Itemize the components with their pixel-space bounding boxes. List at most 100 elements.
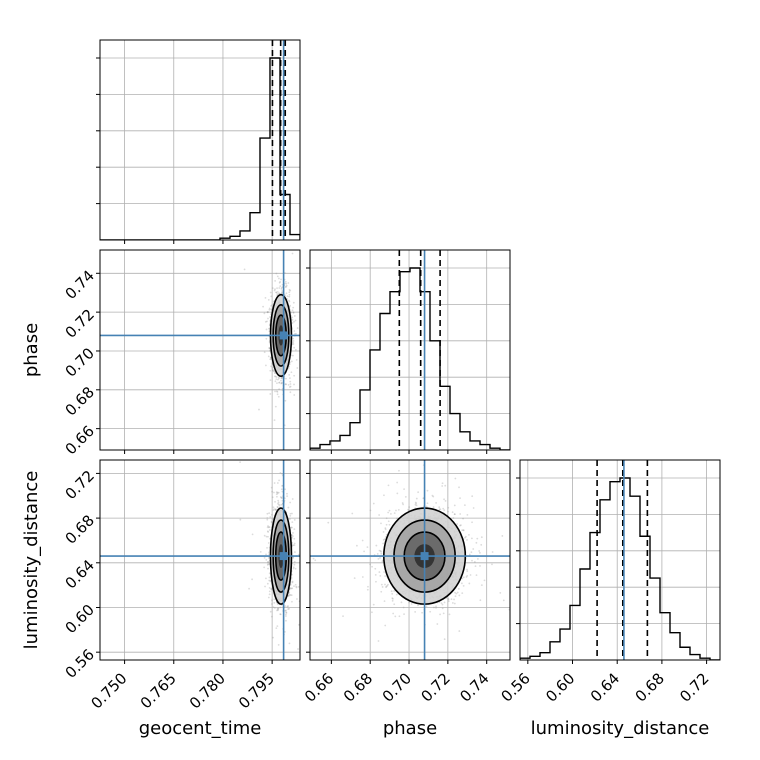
sample-point (280, 496, 283, 499)
sample-point (289, 501, 292, 504)
sample-point (425, 505, 428, 508)
sample-point (267, 298, 270, 301)
sample-point (286, 492, 288, 495)
sample-point (385, 585, 388, 588)
sample-point (270, 308, 273, 311)
sample-point (279, 613, 282, 616)
sample-point (472, 507, 475, 509)
sample-point (269, 356, 272, 359)
sample-point (293, 542, 296, 545)
sample-point (441, 607, 444, 610)
sample-point (387, 583, 389, 586)
sample-point (270, 365, 272, 368)
sample-point (285, 377, 287, 380)
sample-point (463, 504, 466, 506)
sample-point (383, 494, 385, 497)
sample-point (414, 611, 417, 613)
sample-point (284, 294, 286, 297)
sample-point (267, 311, 269, 313)
sample-point (276, 609, 278, 612)
sample-point (444, 484, 447, 487)
panel-frame (519, 459, 721, 661)
sample-point (297, 553, 300, 556)
sample-point (274, 288, 276, 291)
sample-point (293, 332, 296, 335)
sample-point (398, 615, 401, 618)
sample-point (456, 591, 459, 594)
sample-point (394, 615, 397, 618)
sample-point (268, 557, 270, 560)
sample-point (443, 509, 446, 512)
sample-point (274, 372, 277, 374)
sample-point (453, 602, 456, 605)
sample-point (269, 316, 271, 318)
sample-point (342, 615, 344, 618)
sample-point (377, 640, 380, 642)
sample-point (280, 381, 283, 384)
sample-point (459, 513, 462, 515)
sample-point (268, 551, 270, 554)
sample-point (293, 394, 296, 396)
sample-point (279, 280, 281, 283)
sample-point (377, 557, 380, 560)
sample-point (291, 322, 294, 324)
sample-point (269, 393, 272, 395)
sample-point (353, 577, 356, 580)
marginal-panel-phase (306, 249, 511, 454)
sample-point (426, 502, 429, 505)
sample-point (270, 588, 273, 591)
sample-point (531, 567, 533, 569)
sample-point (263, 312, 266, 315)
sample-point (454, 477, 457, 480)
sample-point (429, 610, 432, 613)
sample-point (415, 497, 418, 500)
sample-point (415, 504, 418, 507)
sample-point (288, 593, 291, 596)
sample-point (274, 405, 277, 408)
sample-point (273, 419, 276, 422)
sample-point (272, 369, 274, 372)
sample-point (475, 574, 478, 577)
sample-point (438, 508, 441, 511)
sample-point (447, 597, 450, 600)
sample-point (480, 536, 483, 539)
y-tick-label: 0.64 (62, 556, 98, 592)
sample-point (457, 587, 460, 590)
sample-point (306, 496, 308, 498)
sample-point (275, 291, 278, 294)
sample-point (275, 491, 278, 494)
sample-point (317, 351, 319, 353)
sample-point (479, 565, 481, 567)
sample-point (280, 382, 283, 385)
sample-point (361, 539, 364, 542)
sample-point (375, 580, 377, 583)
sample-point (271, 366, 274, 369)
sample-point (380, 552, 383, 555)
sample-point (268, 346, 271, 349)
sample-point (290, 371, 293, 374)
sample-point (288, 295, 291, 298)
sample-point (441, 485, 444, 487)
sample-point (440, 602, 443, 605)
sample-point (281, 485, 283, 487)
sample-point (271, 368, 274, 371)
sample-point (408, 601, 411, 604)
sample-point (294, 567, 297, 570)
sample-point (289, 377, 291, 380)
sample-point (464, 535, 467, 538)
sample-point (278, 377, 280, 380)
sample-point (276, 293, 279, 295)
sample-point (288, 300, 291, 303)
sample-point (279, 606, 282, 609)
sample-point (262, 305, 264, 308)
sample-point (474, 565, 477, 568)
sample-point (276, 238, 278, 240)
x-tick-label: 0.795 (235, 669, 278, 712)
sample-point (421, 611, 423, 614)
sample-point (288, 642, 291, 645)
sample-point (468, 533, 470, 536)
sample-point (285, 611, 288, 614)
sample-point (380, 550, 382, 553)
sample-point (286, 495, 289, 498)
sample-point (431, 494, 434, 497)
